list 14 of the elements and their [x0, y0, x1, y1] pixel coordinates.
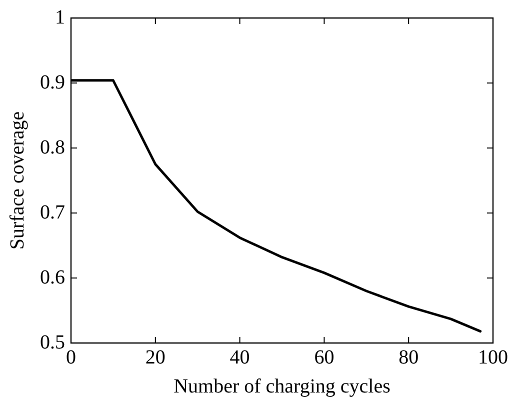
- x-tick-label: 80: [398, 346, 419, 368]
- y-tick-label: 0.8: [40, 136, 65, 158]
- y-tick-label: 0.9: [40, 71, 65, 94]
- x-tick-label: 60: [314, 346, 334, 368]
- y-tick-label: 0.7: [40, 201, 65, 224]
- y-tick-label: 0.6: [40, 266, 65, 288]
- y-axis-title: Surface coverage: [6, 111, 28, 250]
- y-tick-label: 1: [55, 6, 65, 28]
- x-tick-label: 20: [145, 346, 166, 368]
- x-tick-label: 100: [478, 346, 508, 368]
- y-tick-label: 0.5: [40, 331, 65, 354]
- x-tick-label: 0: [66, 346, 76, 368]
- x-tick-label: 40: [230, 346, 250, 368]
- x-axis-title: Number of charging cycles: [174, 375, 391, 398]
